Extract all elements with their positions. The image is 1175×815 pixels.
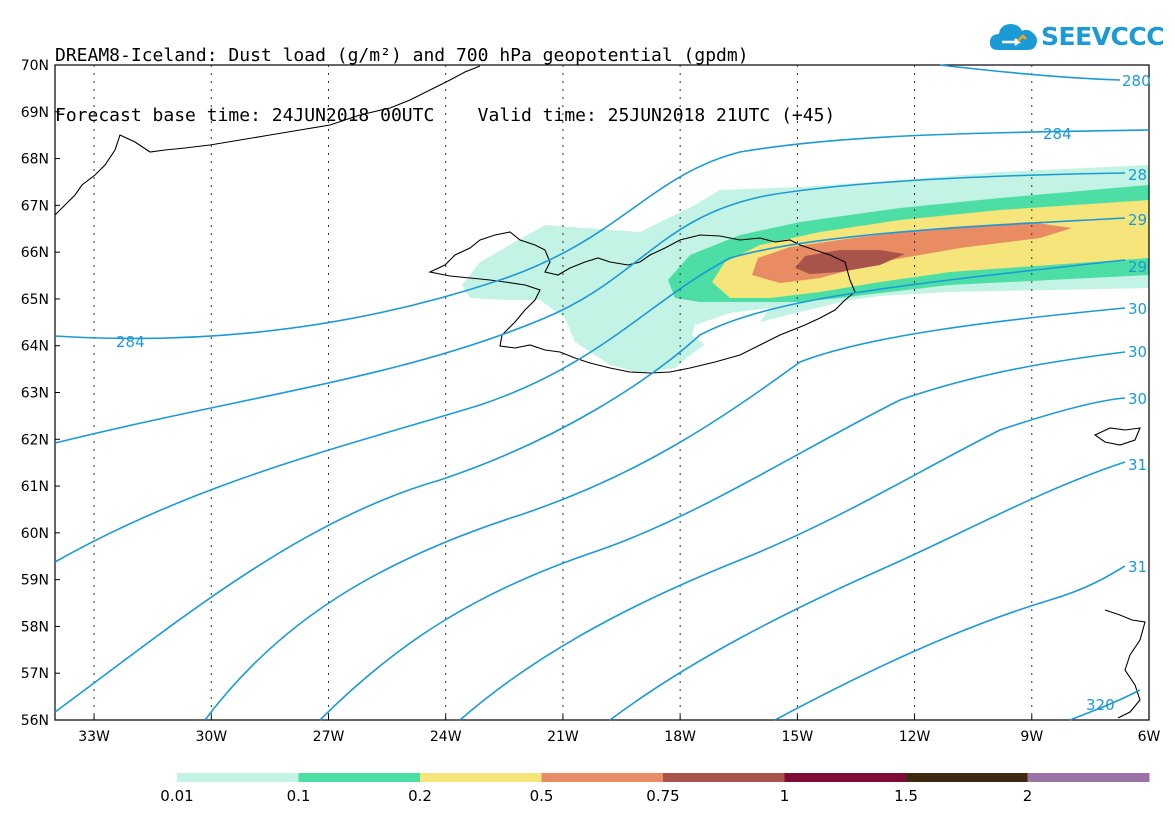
colorbar-label: 0.2 <box>408 787 432 805</box>
contour-label: 30 <box>1128 390 1147 408</box>
lon-tick-label: 18W <box>664 729 696 745</box>
contour-label: 280 <box>1122 72 1151 90</box>
lon-tick-label: 27W <box>313 729 345 745</box>
contour-label: 30 <box>1128 300 1147 318</box>
longitude-labels: 33W 30W 27W 24W 21W 18W 15W 12W 9W 6W <box>78 715 1161 745</box>
contour-label: 284 <box>116 333 145 351</box>
colorbar-segment <box>1027 773 1150 782</box>
colorbar: 0.01 0.1 0.2 0.5 0.75 1 1.5 2 <box>160 773 1150 805</box>
lat-tick-label: 60N <box>21 526 49 542</box>
lat-tick-label: 62N <box>21 432 49 448</box>
contour-label: 28 <box>1128 166 1147 184</box>
colorbar-segment <box>420 773 542 782</box>
geopotential-contours <box>54 64 1150 721</box>
lon-tick-label: 9W <box>1020 729 1043 745</box>
faroe-coastline <box>1093 427 1141 446</box>
title-line-2: Forecast base time: 24JUN2018 00UTC Vali… <box>55 105 836 126</box>
colorbar-label: 0.01 <box>160 787 193 805</box>
lon-tick-label: 12W <box>899 729 931 745</box>
dust-0.75 <box>795 250 905 274</box>
iceland-coastline <box>428 231 856 374</box>
dust-hole <box>692 308 770 345</box>
seevccc-logo: SEEVCCC <box>988 18 1165 58</box>
lat-tick-label: 70N <box>21 58 49 74</box>
lon-tick-label: 6W <box>1138 729 1161 745</box>
lat-tick-label: 63N <box>21 386 49 402</box>
colorbar-label: 2 <box>1023 787 1033 805</box>
contour-label: 30 <box>1128 343 1147 361</box>
colorbar-segment <box>784 773 907 782</box>
contour-label: 31 <box>1128 456 1147 474</box>
lat-tick-label: 59N <box>21 573 49 589</box>
title-line-1: DREAM8-Iceland: Dust load (g/m²) and 700… <box>55 45 749 66</box>
grid-lines <box>93 65 1033 720</box>
colorbar-label: 1 <box>780 787 790 805</box>
latitude-labels: 70N 69N 68N 67N 66N 65N 64N 63N 62N 61N 60N 59N 58N 5… <box>21 58 60 729</box>
contour-label: 31 <box>1128 558 1147 576</box>
contour-label: 29 <box>1128 258 1147 276</box>
lat-tick-label: 57N <box>21 666 49 682</box>
greenland-coastline <box>54 65 481 216</box>
contour-label: 284 <box>1043 125 1072 143</box>
scotland-coastline <box>1104 609 1146 719</box>
lon-tick-label: 21W <box>547 729 579 745</box>
contour-label: 320 <box>1086 696 1115 714</box>
colorbar-segment <box>663 773 785 782</box>
contour-labels: 280 284 284 28 29 29 30 30 30 31 31 320 <box>116 72 1151 714</box>
logo-text: SEEVCCC <box>1041 22 1165 51</box>
lat-tick-label: 64N <box>21 339 49 355</box>
lat-tick-label: 61N <box>21 479 49 495</box>
lon-tick-label: 33W <box>78 729 110 745</box>
contour-label: 29 <box>1128 211 1147 229</box>
colorbar-segment <box>177 773 299 782</box>
lon-tick-label: 15W <box>782 729 814 745</box>
dust-load-layer <box>462 165 1149 373</box>
lon-tick-label: 30W <box>195 729 227 745</box>
lon-tick-label: 24W <box>430 729 462 745</box>
colorbar-label: 0.5 <box>530 787 554 805</box>
lat-tick-label: 65N <box>21 292 49 308</box>
lat-tick-label: 56N <box>21 713 49 729</box>
colorbar-segment <box>541 773 664 782</box>
colorbar-label: 1.5 <box>894 787 918 805</box>
colorbar-label: 0.75 <box>646 787 679 805</box>
colorbar-segment <box>906 773 1028 782</box>
lat-tick-label: 68N <box>21 152 49 168</box>
colorbar-label: 0.1 <box>287 787 311 805</box>
lat-tick-label: 69N <box>21 105 49 121</box>
map-title: DREAM8-Iceland: Dust load (g/m²) and 700… <box>55 6 835 146</box>
colorbar-segment <box>298 773 421 782</box>
cloud-icon <box>989 24 1037 50</box>
lat-tick-label: 58N <box>21 619 49 635</box>
lat-tick-label: 67N <box>21 198 49 214</box>
coastlines <box>54 65 1146 719</box>
lat-tick-label: 66N <box>21 245 49 261</box>
